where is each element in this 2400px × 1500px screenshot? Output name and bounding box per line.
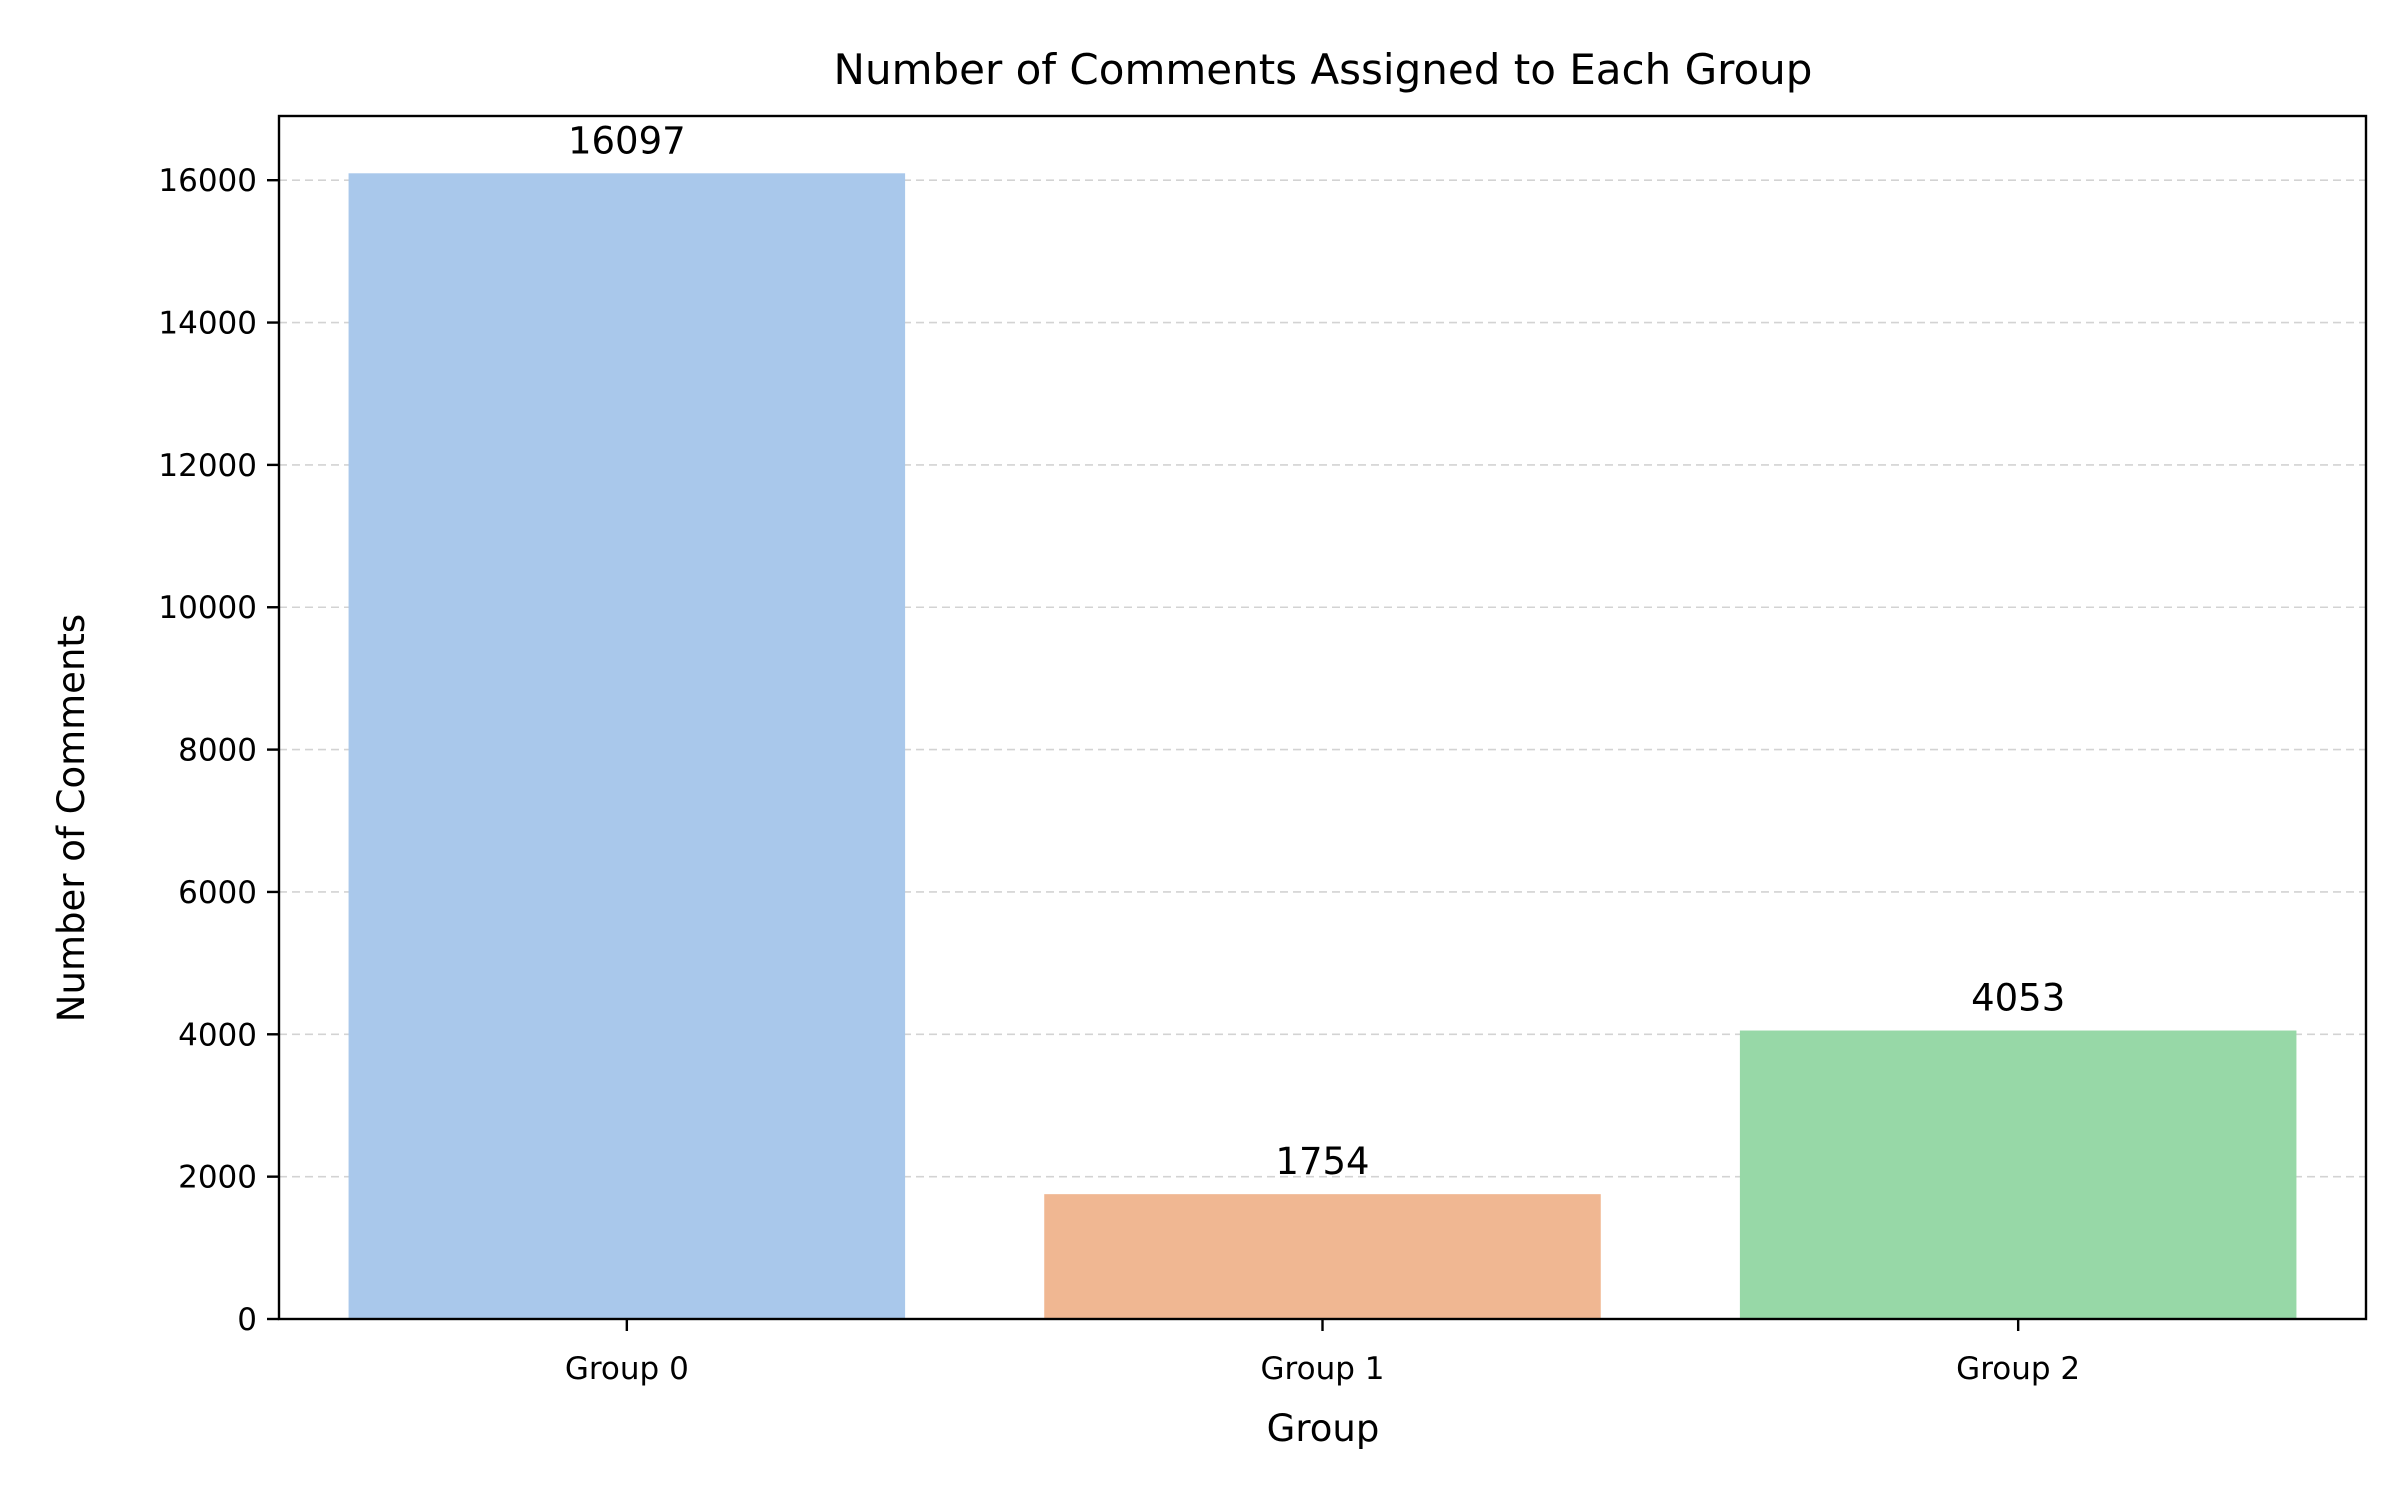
y-tick-label: 0 xyxy=(237,1302,257,1338)
bars xyxy=(348,173,2297,1319)
y-axis-label: Number of Comments xyxy=(50,614,93,1022)
chart-title: Number of Comments Assigned to Each Grou… xyxy=(834,45,1813,94)
y-tick-label: 10000 xyxy=(158,590,257,626)
y-tick-label: 8000 xyxy=(178,733,257,769)
y-axis-ticks: 0 2000 4000 6000 8000 10000 12000 14000 16000 xyxy=(158,163,279,1338)
data-label: 1754 xyxy=(1275,1140,1369,1183)
x-tick-label: Group 2 xyxy=(1956,1351,2080,1387)
x-tick-label: Group 0 xyxy=(565,1351,689,1387)
x-axis-label: Group xyxy=(1267,1407,1380,1450)
y-tick-label: 6000 xyxy=(178,875,257,911)
x-axis-ticks: Group 0 Group 1 Group 2 xyxy=(565,1319,2080,1387)
y-tick-label: 14000 xyxy=(158,306,257,342)
y-tick-label: 4000 xyxy=(178,1017,257,1053)
x-tick-label: Group 1 xyxy=(1261,1351,1385,1387)
y-tick-label: 12000 xyxy=(158,448,257,484)
bar-group-0 xyxy=(348,173,906,1319)
data-labels: 16097 1754 4053 xyxy=(568,119,2065,1183)
bar-group-2 xyxy=(1739,1030,2297,1319)
y-tick-label: 16000 xyxy=(158,163,257,199)
y-tick-label: 2000 xyxy=(178,1160,257,1196)
data-label: 4053 xyxy=(1971,977,2065,1020)
bar-group-1 xyxy=(1044,1194,1601,1319)
data-label: 16097 xyxy=(568,119,686,162)
